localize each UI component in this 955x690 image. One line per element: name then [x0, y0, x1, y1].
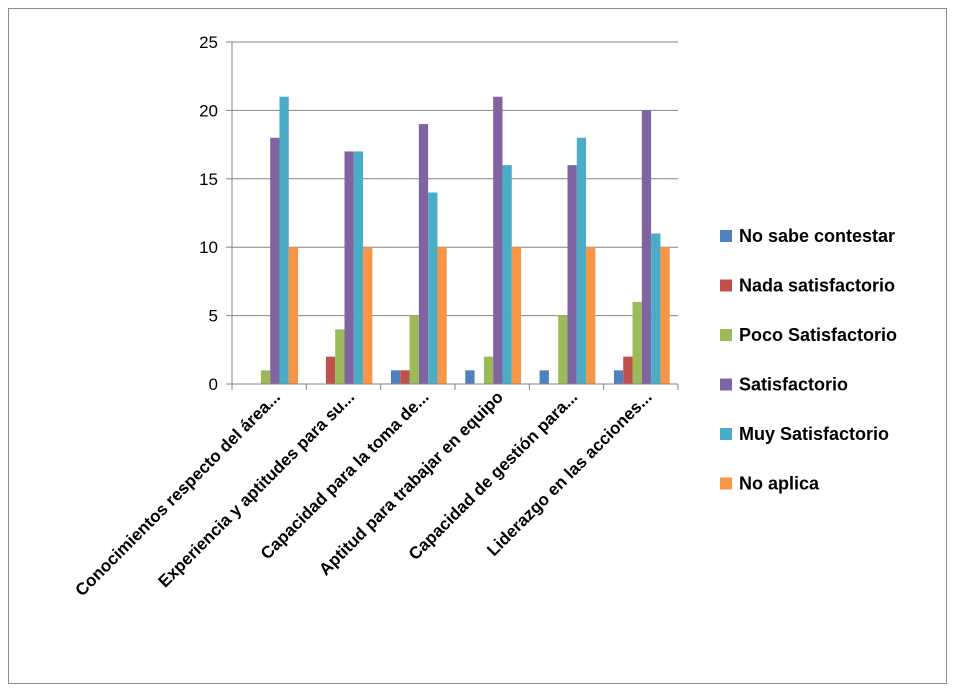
bar-4-3	[567, 165, 577, 384]
bar-4-4	[576, 137, 587, 384]
bar-5-1	[623, 356, 633, 384]
x-category-label: Liderazgo en las acciones...	[483, 387, 655, 559]
x-axis-category-labels: Conocimientos respecto del área...Experi…	[71, 387, 655, 600]
bar-4-0	[539, 370, 549, 384]
y-tick-label: 10	[199, 238, 218, 257]
bar-4-5	[586, 247, 596, 384]
bar-0-4	[279, 96, 289, 384]
bar-5-2	[632, 301, 642, 384]
legend-swatch	[720, 378, 732, 391]
bar-0-3	[270, 137, 280, 384]
bar-4-2	[558, 315, 568, 384]
bar-3-5	[511, 247, 522, 384]
bar-2-3	[418, 124, 429, 384]
bar-5-4	[651, 233, 661, 384]
legend-swatch	[720, 477, 732, 490]
y-tick-label: 0	[209, 375, 218, 394]
bar-1-1	[325, 356, 336, 384]
bar-2-5	[437, 247, 447, 384]
y-tick-label: 25	[199, 33, 218, 52]
y-axis-tick-labels: 0 5 10 15 20 25	[199, 33, 218, 394]
bars	[260, 96, 670, 385]
legend-label: Nada satisfactorio	[739, 276, 895, 296]
bar-2-2	[409, 315, 419, 384]
bar-1-4	[353, 151, 364, 384]
bar-2-4	[428, 192, 438, 384]
bar-1-2	[335, 329, 345, 384]
legend: No sabe contestar Nada satisfactorio Poco …	[720, 226, 897, 494]
y-tick-label: 5	[209, 307, 218, 326]
chart-frame	[8, 8, 947, 684]
bar-5-0	[613, 370, 624, 384]
legend-label: Satisfactorio	[739, 375, 848, 395]
bar-5-5	[660, 247, 670, 384]
legend-swatch	[720, 329, 732, 341]
legend-label: No sabe contestar	[739, 226, 895, 246]
y-tick-label: 15	[199, 170, 218, 189]
bar-2-1	[400, 370, 410, 384]
y-tick-label: 20	[199, 101, 218, 120]
bar-1-5	[363, 247, 373, 384]
legend-label: No aplica	[739, 474, 820, 494]
bar-1-3	[344, 151, 354, 384]
legend-swatch	[720, 230, 732, 242]
bar-3-2	[483, 356, 494, 384]
legend-label: Muy Satisfactorio	[739, 424, 889, 444]
bar-2-0	[390, 370, 401, 384]
legend-swatch	[720, 428, 732, 440]
bar-5-3	[641, 110, 652, 385]
legend-label: Poco Satisfactorio	[739, 325, 897, 345]
bar-3-0	[465, 370, 475, 384]
bar-3-4	[502, 165, 512, 384]
legend-swatch	[720, 279, 732, 292]
axes	[226, 41, 679, 390]
gridlines	[232, 41, 678, 317]
bar-0-2	[260, 370, 271, 384]
bar-3-3	[493, 96, 503, 384]
bar-0-5	[288, 247, 299, 384]
